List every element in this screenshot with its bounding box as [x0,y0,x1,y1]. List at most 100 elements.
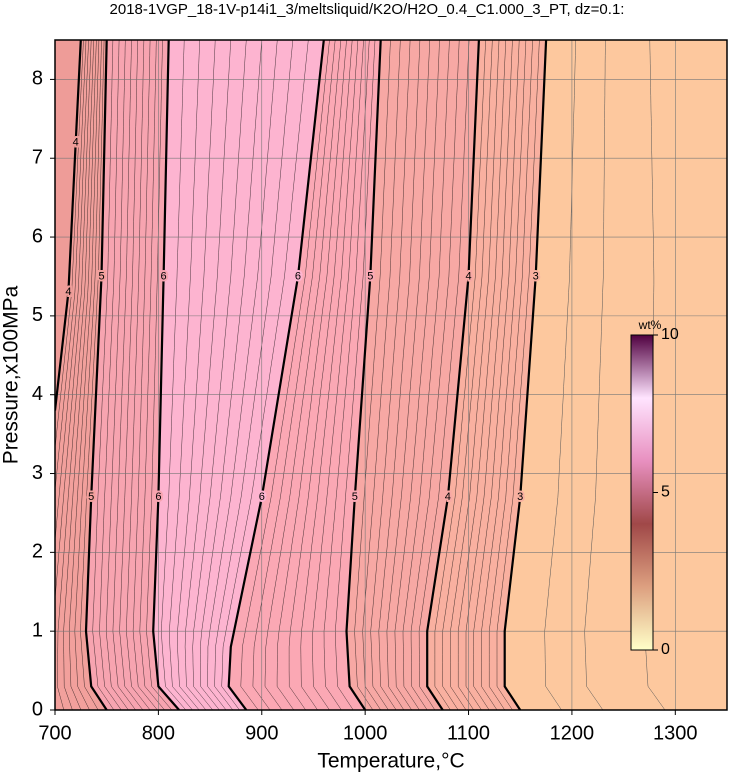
minor-contour [584,40,606,710]
contour-line [152,40,180,710]
minor-contour [481,40,527,710]
x-tick-label: 900 [245,722,278,744]
minor-contour [370,40,411,710]
minor-contour [496,40,540,710]
minor-contour [240,40,330,710]
x-tick-label: 1200 [550,722,595,744]
minor-contour [200,40,263,710]
contour-line [84,40,108,710]
contour-label: 5 [367,270,373,282]
y-tick-label: 7 [32,147,43,169]
contour-label: 5 [98,270,104,282]
minor-contour [264,40,342,710]
y-tick-label: 0 [32,698,43,720]
minor-contour [442,40,493,710]
x-tick-label: 1300 [653,722,698,744]
minor-contour [488,40,533,710]
y-axis-label: Pressure,x100MPa [0,285,23,464]
minor-contour [119,40,144,710]
colorbar-tick-label: 5 [661,484,670,501]
minor-contour [92,40,115,710]
x-axis-label: Temperature,°C [317,750,464,773]
minor-contour [544,40,576,710]
minor-contour [139,40,165,710]
contour-label: 4 [445,491,451,503]
minor-contour [80,40,105,710]
minor-contour [300,40,359,710]
y-tick-label: 3 [32,462,43,484]
minor-contour [418,40,470,710]
contour-label: 6 [295,270,301,282]
colorbar-label: wt% [638,318,662,332]
minor-contour [55,40,87,494]
minor-contour [74,40,102,710]
minor-contour [132,40,158,710]
y-tick-label: 8 [32,68,43,90]
contour-label: 5 [352,491,358,503]
y-tick-label: 6 [32,225,43,247]
minor-contour [63,40,97,710]
contour-label: 6 [160,270,166,282]
minor-contour [177,40,216,710]
minor-contour [184,40,232,710]
x-tick-label: 1100 [447,722,490,744]
minor-contour [55,40,84,451]
minor-contour [192,40,247,710]
contour-line [55,40,82,411]
minor-contour [378,40,421,710]
contour-line [227,40,325,710]
y-tick-label: 4 [32,383,43,405]
contour-region [55,40,81,411]
minor-contour [465,40,513,710]
contour-label: 6 [259,491,265,503]
contour-line [503,40,548,710]
minor-contour [473,40,520,710]
colorbar [630,334,654,651]
y-tick-label: 5 [32,304,43,326]
colorbar-tick-label: 0 [661,641,670,658]
x-tick-label: 700 [38,722,71,744]
minor-contour [288,40,353,710]
minor-contour [68,40,100,710]
chart-title: 2018-1VGP_18-1V-p14i1_3/meltsliquid/K2O/… [110,1,625,18]
contour-label: 4 [65,286,71,298]
minor-contour [169,40,200,710]
minor-contour [410,40,460,710]
y-tick-label: 2 [32,541,43,563]
minor-contour [434,40,486,710]
minor-contour [112,40,136,710]
contour-label: 4 [465,270,471,282]
minor-contour [105,40,129,710]
minor-contour [402,40,450,710]
minor-contour [252,40,336,710]
minor-contour [276,40,347,710]
minor-contour [323,40,370,710]
minor-contour [354,40,391,710]
contour-line [345,40,382,710]
minor-contour [457,40,507,710]
minor-contour [146,40,172,710]
x-tick-label: 1000 [343,722,388,744]
plot-frame [54,39,728,711]
minor-contour [221,40,309,710]
minor-contour [126,40,151,710]
contour-label: 5 [88,491,94,503]
minor-contour [394,40,440,710]
minor-contour [335,40,376,710]
minor-contour [450,40,500,710]
contour-label: 3 [517,491,523,503]
minor-contour [207,40,278,710]
minor-contour [214,40,294,710]
minor-contour [99,40,122,710]
minor-contour [161,40,186,710]
colorbar-tick-label: 10 [661,326,679,343]
contour-label: 4 [73,136,79,148]
minor-contour [57,40,95,710]
contour-label: 6 [155,491,161,503]
minor-contour [55,40,89,544]
minor-contour [386,40,431,710]
minor-contour [312,40,364,710]
x-tick-label: 800 [142,722,175,744]
contour-label: 3 [533,270,539,282]
contour-line [426,40,480,710]
